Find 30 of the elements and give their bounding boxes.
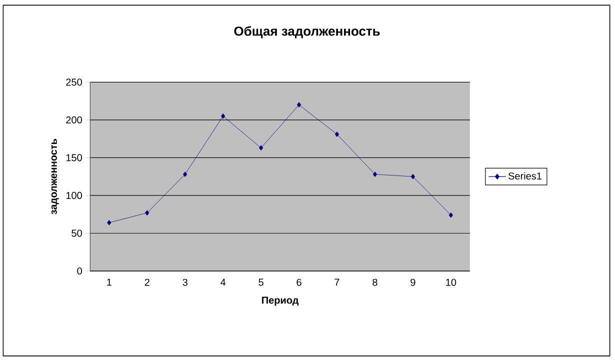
x-axis-title: Период bbox=[262, 296, 298, 306]
point bbox=[448, 212, 453, 218]
point bbox=[372, 172, 378, 177]
point bbox=[145, 210, 150, 216]
x-tick-label: 3 bbox=[182, 278, 188, 286]
legend-label: Series1 bbox=[508, 172, 542, 180]
x-tick-label: 2 bbox=[144, 278, 150, 286]
y-tick-label: 150 bbox=[66, 154, 82, 162]
y-tick-label: 100 bbox=[66, 192, 82, 199]
y-tick-label: 0 bbox=[77, 267, 82, 274]
y-tick-label: 50 bbox=[72, 230, 82, 237]
x-tick-label: 5 bbox=[258, 278, 264, 286]
x-tick-label: 4 bbox=[220, 278, 226, 286]
y-axis-title: задолженность bbox=[51, 138, 59, 214]
point bbox=[183, 172, 188, 177]
x-tick-label: 1 bbox=[107, 278, 112, 286]
chart-title: Общая задолженность bbox=[234, 26, 380, 38]
point bbox=[410, 174, 416, 180]
y-tick-label: 200 bbox=[66, 116, 82, 124]
x-tick-label: 6 bbox=[296, 278, 302, 286]
point bbox=[220, 113, 226, 119]
point bbox=[258, 145, 264, 150]
x-tick-label: 9 bbox=[410, 278, 416, 286]
x-tick-label: 7 bbox=[334, 278, 340, 286]
y-tick-label: 250 bbox=[66, 78, 82, 86]
point bbox=[107, 220, 112, 226]
point bbox=[334, 131, 340, 137]
x-tick-label: 8 bbox=[372, 278, 378, 286]
x-tick-label: 10 bbox=[446, 278, 456, 286]
point bbox=[296, 102, 302, 108]
